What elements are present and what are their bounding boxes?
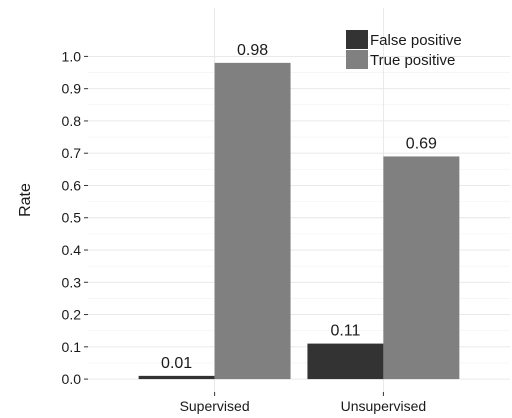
bar [307,343,384,380]
legend-label: True positive [370,52,455,69]
data-label: 0.11 [330,323,360,340]
data-labels: 0.01 0.98 0.11 0.69 [161,42,437,372]
y-tick-label: 0.2 [62,307,82,323]
y-tick-label: 0.0 [62,371,82,387]
data-label: 0.98 [237,42,268,59]
y-tick-label: 1.0 [62,48,82,64]
legend-swatch [346,30,368,49]
y-tick-label: 0.1 [62,339,82,355]
data-label: 0.69 [406,135,437,152]
y-tick-label: 0.3 [62,274,82,290]
y-tick-label: 0.5 [62,210,82,226]
y-tick-label: 0.6 [62,177,82,193]
y-tick-label: 0.8 [62,113,82,129]
bar [138,375,215,380]
legend: False positive True positive [346,30,462,69]
x-tick-label: Unsupervised [341,398,427,414]
x-axis: Supervised Unsupervised [180,392,427,414]
bar [214,62,291,380]
legend-swatch [346,50,368,69]
data-label: 0.01 [161,355,192,372]
y-tick-label: 0.4 [62,242,82,258]
y-axis-title: Rate [17,183,34,217]
y-tick-label: 0.7 [62,145,82,161]
bar [383,156,460,380]
bars [138,62,460,380]
x-tick-label: Supervised [180,398,250,414]
y-axis: 0.0 0.1 0.2 0.3 0.4 0.5 0.6 0.7 0.8 0.9 1.0 [62,48,88,387]
legend-label: False positive [370,32,462,49]
y-tick-label: 0.9 [62,81,82,97]
